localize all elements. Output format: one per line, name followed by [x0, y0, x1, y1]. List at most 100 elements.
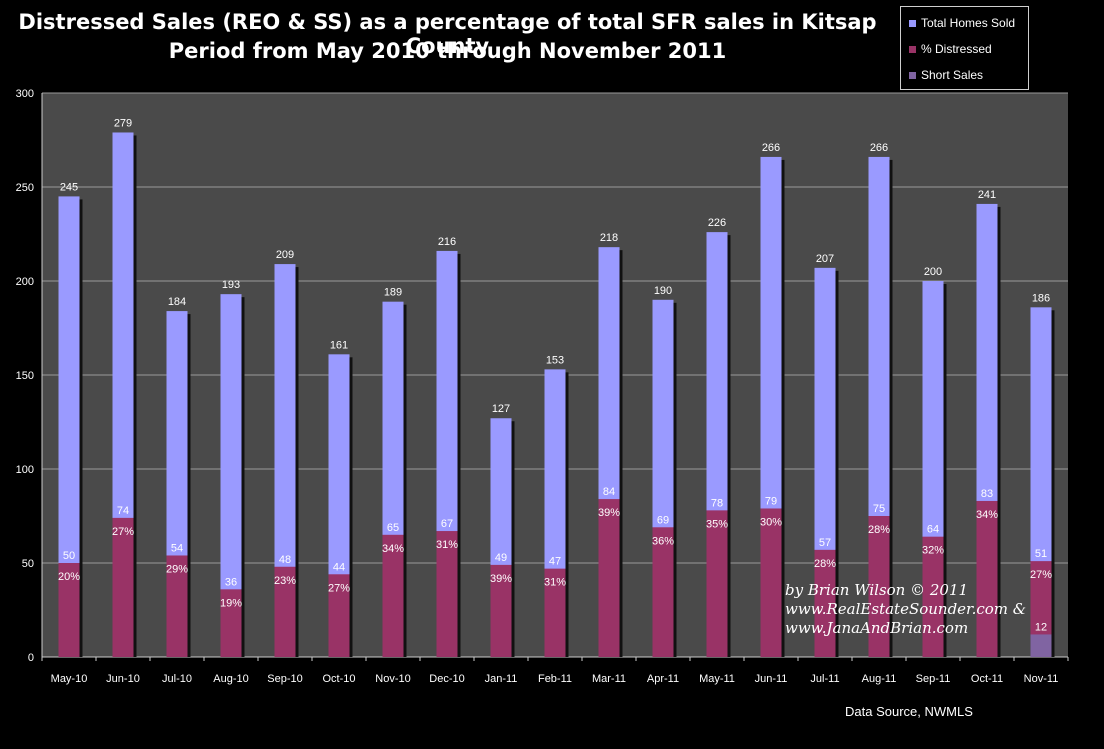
data-label-distressed: 48 [279, 554, 291, 566]
percent-label: 27% [112, 526, 134, 538]
watermark-line3: www.JanaAndBrian.com [785, 619, 969, 637]
data-label-total: 226 [708, 217, 726, 229]
x-tick-label: Nov-11 [1024, 673, 1059, 685]
percent-label: 19% [220, 597, 242, 609]
data-label-distressed: 74 [117, 505, 129, 517]
data-label-total: 186 [1032, 292, 1050, 304]
y-tick-label: 100 [16, 464, 34, 476]
bar-distressed [436, 531, 458, 657]
legend: Total Homes Sold % Distressed Short Sale… [900, 6, 1029, 90]
data-label-distressed: 67 [441, 518, 453, 530]
y-tick-label: 50 [22, 558, 34, 570]
x-tick-label: Aug-11 [862, 673, 897, 685]
watermark-line1: by Brian Wilson © 2011 [785, 581, 969, 599]
chart-title-line1: Distressed Sales (REO & SS) as a percent… [18, 10, 877, 58]
x-tick-label: Feb-11 [538, 673, 572, 685]
x-tick-label: Jan-11 [485, 673, 518, 685]
data-label-total: 190 [654, 285, 672, 297]
percent-label: 29% [166, 563, 188, 575]
legend-label-total: Total Homes Sold [921, 16, 1016, 30]
bar-total-homes-sold [58, 196, 80, 657]
percent-label: 27% [328, 582, 350, 594]
x-tick-label: Mar-11 [592, 673, 626, 685]
x-tick-label: Sep-11 [916, 673, 951, 685]
data-label-distressed: 44 [333, 561, 345, 573]
x-tick-label: Jun-11 [755, 673, 788, 685]
y-tick-label: 0 [28, 652, 34, 664]
bar-distressed [1030, 561, 1052, 657]
data-label-total: 161 [330, 339, 348, 351]
percent-label: 23% [274, 575, 296, 587]
bar-distressed [544, 568, 566, 657]
data-label-distressed: 84 [603, 486, 615, 498]
bar-distressed [490, 564, 512, 657]
watermark: by Brian Wilson © 2011 www.RealEstateSou… [785, 581, 1026, 638]
percent-label: 34% [382, 543, 404, 555]
legend-item-distressed: % Distressed [909, 40, 992, 58]
data-label-distressed: 36 [225, 576, 237, 588]
data-label-distressed: 83 [981, 488, 993, 500]
data-label-distressed: 57 [819, 537, 831, 549]
x-tick-label: Jul-11 [810, 673, 839, 685]
bar-distressed [274, 566, 296, 657]
data-label-total: 216 [438, 236, 456, 248]
data-label-distressed: 49 [495, 552, 507, 564]
x-tick-label: Jun-10 [106, 673, 140, 685]
bar-distressed [814, 549, 836, 657]
bar-distressed [760, 508, 782, 657]
legend-label-short-sales: Short Sales [921, 68, 984, 82]
percent-label: 28% [814, 558, 836, 570]
data-label-distressed: 69 [657, 514, 669, 526]
data-label-distressed: 50 [63, 550, 75, 562]
y-tick-label: 200 [16, 276, 34, 288]
x-tick-label: Oct-10 [322, 673, 355, 685]
data-label-total: 193 [222, 279, 240, 291]
data-label-total: 207 [816, 253, 834, 265]
percent-label: 34% [976, 509, 998, 521]
x-tick-label: Nov-10 [375, 673, 410, 685]
percent-label: 32% [922, 545, 944, 557]
data-label-distressed: 79 [765, 495, 777, 507]
data-label-distressed: 75 [873, 503, 885, 515]
data-label-short-sales: 12 [1035, 621, 1047, 633]
bar-distressed [598, 499, 620, 657]
bar-total-homes-sold [220, 294, 242, 657]
x-tick-label: Sep-10 [267, 673, 302, 685]
bar-distressed [166, 555, 188, 657]
legend-label-distressed: % Distressed [921, 42, 992, 56]
x-tick-label: Oct-11 [971, 673, 1003, 685]
data-label-total: 266 [870, 142, 888, 154]
bar-total-homes-sold [274, 264, 296, 657]
bar-distressed [922, 536, 944, 657]
data-label-total: 189 [384, 287, 402, 299]
percent-label: 39% [598, 507, 620, 519]
data-label-distressed: 78 [711, 497, 723, 509]
legend-item-short-sales: Short Sales [909, 66, 983, 84]
bar-short-sales [1030, 634, 1052, 657]
bar-distressed [868, 516, 890, 657]
y-tick-label: 150 [16, 370, 34, 382]
data-label-total: 279 [114, 117, 132, 129]
data-label-total: 184 [168, 296, 186, 308]
x-tick-label: May-11 [699, 673, 735, 685]
data-label-distressed: 65 [387, 522, 399, 534]
y-tick-label: 250 [16, 182, 34, 194]
x-tick-label: Apr-11 [647, 673, 679, 685]
bar-distressed [112, 517, 134, 657]
data-label-distressed: 54 [171, 542, 183, 554]
legend-swatch-distressed [909, 45, 916, 53]
percent-label: 31% [436, 539, 458, 551]
data-label-distressed: 51 [1035, 548, 1047, 560]
bar-distressed [220, 589, 242, 657]
data-label-total: 245 [60, 181, 78, 193]
percent-label: 30% [760, 516, 782, 528]
data-label-total: 218 [600, 232, 618, 244]
data-label-total: 241 [978, 189, 996, 201]
bar-distressed [652, 527, 674, 657]
x-tick-label: Jul-10 [162, 673, 192, 685]
x-tick-label: Aug-10 [213, 673, 248, 685]
data-source-note: Data Source, NWMLS [845, 704, 973, 719]
data-label-distressed: 47 [549, 556, 561, 568]
bar-distressed [976, 500, 998, 657]
